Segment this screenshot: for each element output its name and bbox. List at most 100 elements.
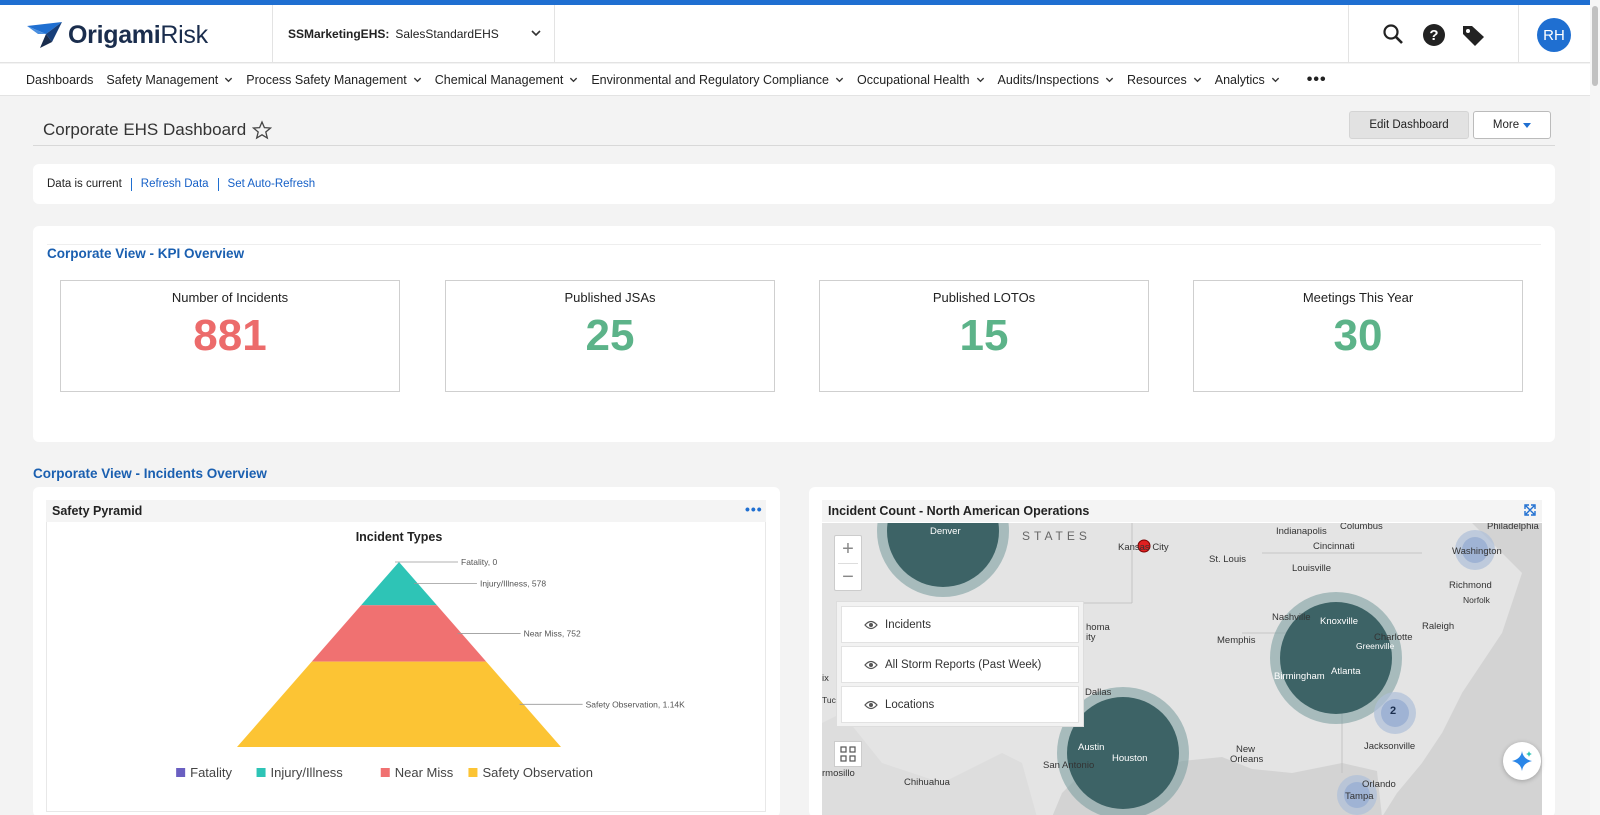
chevron-down-icon[interactable] (835, 75, 844, 84)
map-city-label: ix (822, 673, 829, 684)
scrollbar-thumb[interactable] (1592, 6, 1598, 86)
nav-item-dashboards[interactable]: Dashboards (26, 73, 93, 87)
chevron-down-icon[interactable] (224, 75, 233, 84)
layer-label: All Storm Reports (Past Week) (885, 658, 1042, 671)
zoom-in-button[interactable]: + (842, 538, 854, 560)
kpi-label: Published LOTOs (932, 290, 1036, 305)
pyramid-segment-safety-observation (237, 661, 561, 747)
search-icon[interactable] (1382, 23, 1404, 45)
incident-map[interactable]: Denver STATES Kansas City St. Louis Indi… (822, 523, 1542, 815)
auto-refresh-link[interactable]: Set Auto-Refresh (227, 178, 316, 190)
legend-item: Safety Observation (482, 765, 593, 780)
panel-title: Incident Count - North American Operatio… (828, 504, 1090, 518)
legend-swatch (176, 768, 186, 777)
legend-swatch (256, 768, 266, 777)
map-city-label: ity (1086, 632, 1096, 643)
layer-item-incidents[interactable]: Incidents (841, 606, 1079, 643)
top-accent-bar (0, 0, 1600, 5)
kpi-tile-meetings[interactable]: Meetings This Year 30 (1193, 280, 1523, 392)
chevron-down-icon[interactable] (976, 75, 985, 84)
kpi-label: Meetings This Year (1302, 290, 1414, 305)
map-city-label: Chihuahua (904, 777, 950, 788)
status-separator (217, 177, 219, 191)
kpi-value: 15 (959, 311, 1009, 360)
eye-icon[interactable] (864, 620, 878, 630)
eye-icon[interactable] (864, 700, 878, 710)
nav-more-icon[interactable]: ••• (1306, 70, 1327, 88)
cluster-count-label[interactable]: 2 (1390, 705, 1397, 717)
chevron-down-icon[interactable] (1271, 75, 1280, 84)
kpi-tile-lotos[interactable]: Published LOTOs 15 (819, 280, 1149, 392)
nav-item-safety-management[interactable]: Safety Management (106, 73, 233, 87)
pyramid-segment-near-miss (311, 605, 487, 662)
nav-item-process-safety-management[interactable]: Process Safety Management (246, 73, 422, 87)
map-city-label: Tuc (822, 695, 836, 705)
page-title: Corporate EHS Dashboard (43, 120, 273, 140)
app-logo[interactable]: OrigamiRisk (26, 19, 208, 51)
map-city-label: Tampa (1345, 791, 1374, 802)
map-city-label: Charlotte (1374, 632, 1413, 643)
map-city-label: Washington (1452, 546, 1502, 557)
incidents-section-title: Corporate View - Incidents Overview (33, 466, 267, 481)
nav-item-occupational-health[interactable]: Occupational Health (857, 73, 985, 87)
tag-icon[interactable] (1461, 23, 1487, 47)
chevron-down-icon[interactable] (569, 75, 578, 84)
map-city-label: Cincinnati (1313, 541, 1355, 552)
data-label: Fatality, 0 (461, 557, 497, 567)
nav-item-label: Safety Management (106, 72, 219, 87)
legend-item: Near Miss (395, 765, 454, 780)
more-button[interactable]: More (1473, 111, 1551, 139)
layer-item-locations[interactable]: Locations (841, 686, 1079, 723)
map-city-label: Jacksonville (1364, 741, 1416, 752)
kpi-label: Number of Incidents (171, 290, 289, 305)
nav-item-label: Resources (1127, 72, 1187, 87)
nav-item-environmental-and-regulatory-compliance[interactable]: Environmental and Regulatory Compliance (591, 73, 844, 87)
nav-item-label: Analytics (1214, 72, 1265, 87)
zoom-out-button[interactable]: − (842, 566, 854, 588)
main-nav: Dashboards Safety Management Process Safet… (0, 64, 1590, 96)
qr-code-button[interactable] (834, 741, 862, 767)
star-favorite-icon[interactable] (252, 120, 273, 140)
map-city-label: Knoxville (1320, 616, 1359, 627)
chevron-down-icon[interactable] (1105, 75, 1114, 84)
nav-item-analytics[interactable]: Analytics (1215, 73, 1280, 87)
chart-title: Incident Types (356, 530, 443, 544)
data-label: Injury/Illness, 578 (480, 579, 546, 589)
map-city-label: Indianapolis (1276, 526, 1327, 537)
chevron-down-icon[interactable] (413, 75, 422, 84)
nav-item-audits-inspections[interactable]: Audits/Inspections (998, 73, 1114, 87)
layer-item-storm-reports[interactable]: All Storm Reports (Past Week) (841, 646, 1079, 683)
refresh-data-link[interactable]: Refresh Data (140, 178, 209, 190)
nav-item-resources[interactable]: Resources (1127, 73, 1202, 87)
nav-item-label: Chemical Management (434, 72, 564, 87)
kpi-value: 30 (1333, 311, 1383, 360)
origami-bird-icon (27, 22, 62, 48)
page-scrollbar[interactable] (1590, 0, 1600, 815)
map-city-label: St. Louis (1209, 554, 1246, 565)
legend-item: Fatality (190, 765, 232, 780)
map-city-label: Louisville (1292, 563, 1332, 574)
kpi-tile-jsas[interactable]: Published JSAs 25 (445, 280, 775, 392)
panel-options-icon[interactable]: ••• (745, 501, 763, 517)
eye-icon[interactable] (864, 660, 878, 670)
map-city-label: Raleigh (1422, 621, 1455, 632)
edit-dashboard-button[interactable]: Edit Dashboard (1349, 111, 1469, 139)
nav-item-chemical-management[interactable]: Chemical Management (435, 73, 579, 87)
chevron-down-icon[interactable] (530, 27, 542, 39)
map-city-label: Memphis (1217, 635, 1256, 646)
environment-selector[interactable]: SSMarketingEHS: SalesStandardEHS (288, 27, 499, 41)
map-city-label: Greenville (1356, 641, 1395, 651)
chevron-down-icon[interactable] (1193, 75, 1202, 84)
env-value: SalesStandardEHS (395, 27, 499, 41)
map-city-label: San Antonio (1043, 760, 1095, 771)
help-icon[interactable]: ? (1422, 23, 1446, 47)
kpi-tile-incidents[interactable]: Number of Incidents 881 (60, 280, 400, 392)
ai-assistant-button[interactable] (1503, 742, 1541, 780)
svg-text:?: ? (1429, 27, 1438, 44)
panel-header: Incident Count - North American Operatio… (822, 500, 1542, 522)
user-avatar[interactable]: RH (1537, 18, 1571, 52)
expand-icon[interactable] (1524, 504, 1536, 516)
nav-item-label: Process Safety Management (246, 72, 407, 87)
map-city-label: Denver (930, 526, 961, 537)
nav-item-label: Dashboards (26, 72, 94, 87)
